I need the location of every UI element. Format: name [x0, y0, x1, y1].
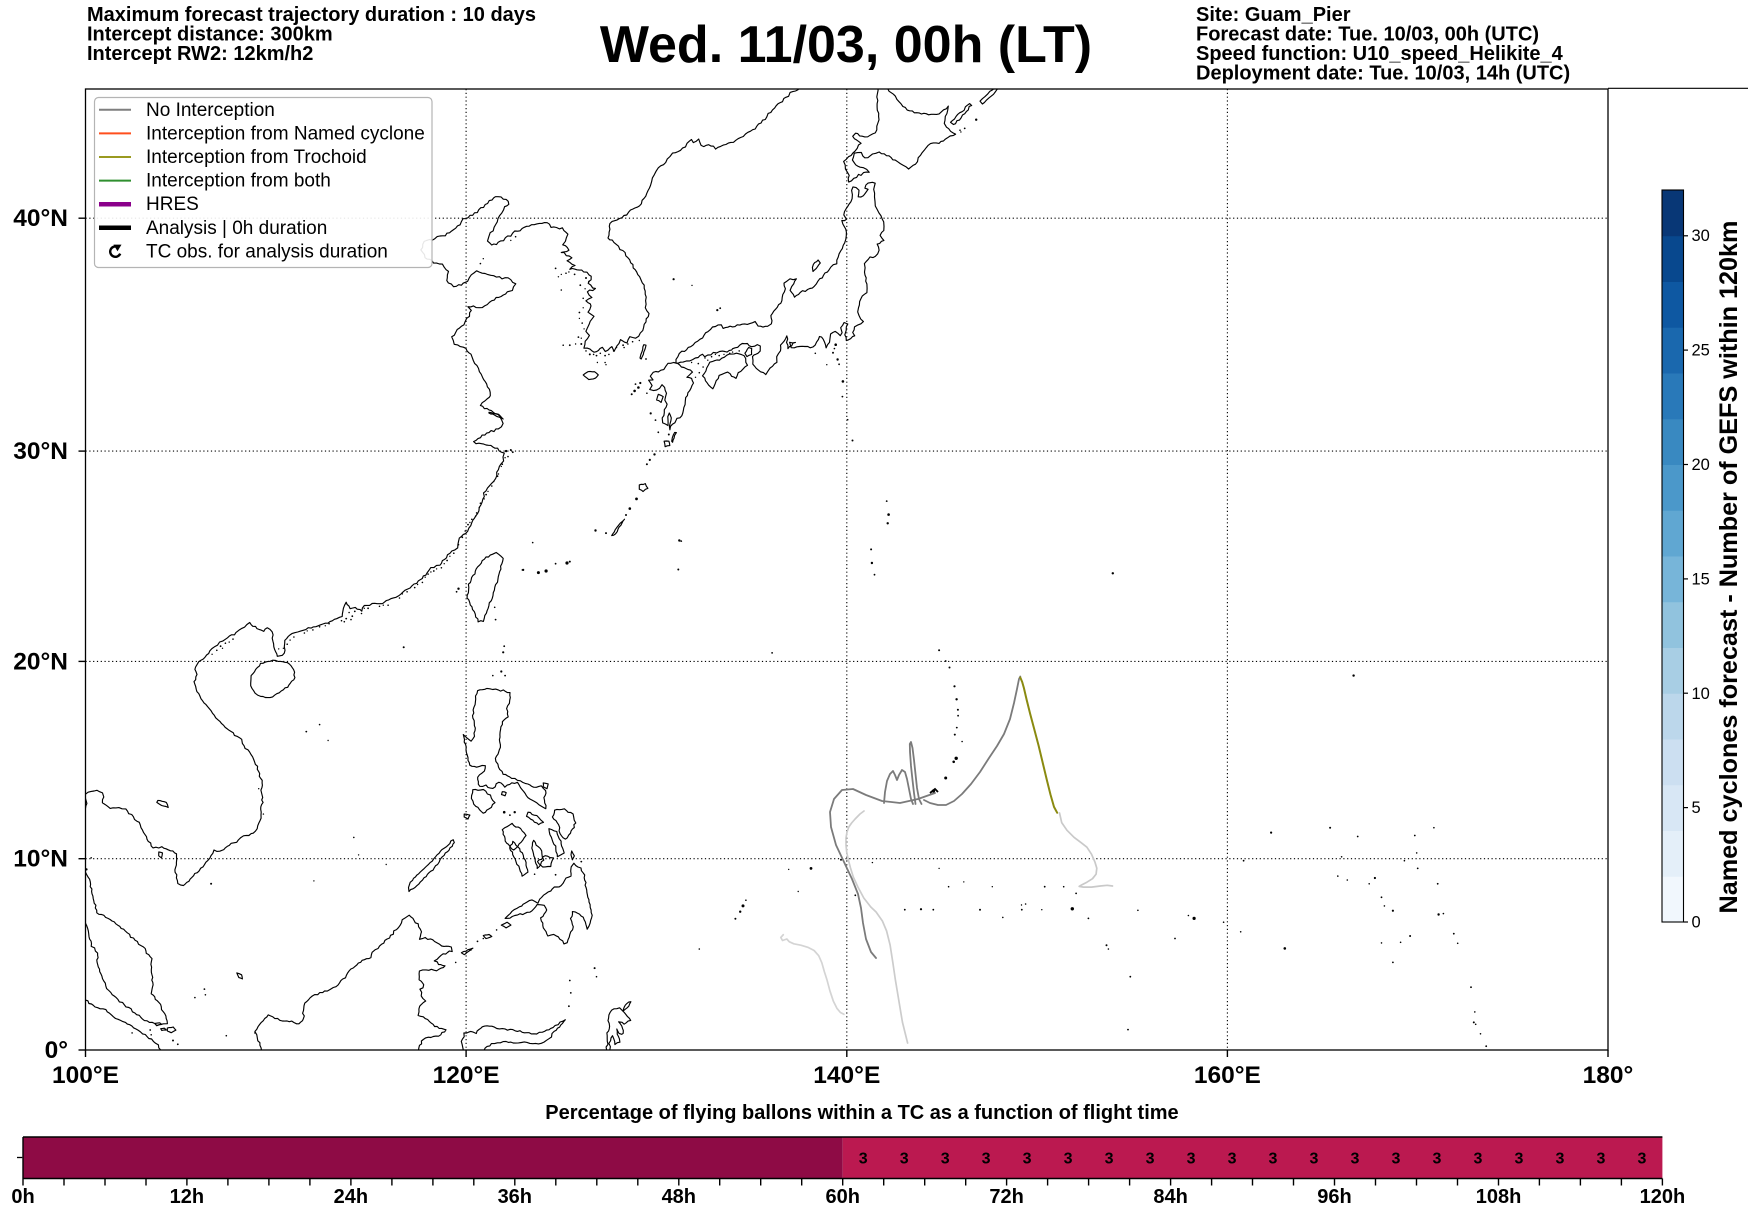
svg-text:3: 3 — [1351, 1151, 1360, 1168]
svg-text:Site: Guam_Pier: Site: Guam_Pier — [1196, 4, 1351, 26]
svg-text:3: 3 — [982, 1151, 991, 1168]
svg-text:Deployment date: Tue. 10/03, 1: Deployment date: Tue. 10/03, 14h (UTC) — [1196, 63, 1570, 85]
svg-text:72h: 72h — [989, 1186, 1023, 1208]
svg-text:30: 30 — [1692, 227, 1710, 245]
svg-text:Analysis | 0h duration: Analysis | 0h duration — [146, 218, 327, 239]
svg-text:3: 3 — [859, 1151, 868, 1168]
svg-text:Intercept distance: 300km: Intercept distance: 300km — [87, 24, 333, 46]
svg-text:3: 3 — [1555, 1151, 1564, 1168]
svg-text:120h: 120h — [1640, 1186, 1686, 1208]
svg-text:3: 3 — [1637, 1151, 1646, 1168]
svg-text:48h: 48h — [662, 1186, 696, 1208]
svg-text:3: 3 — [1310, 1151, 1319, 1168]
svg-text:20: 20 — [1692, 456, 1710, 474]
svg-text:12h: 12h — [170, 1186, 204, 1208]
svg-text:3: 3 — [1474, 1151, 1483, 1168]
svg-text:84h: 84h — [1153, 1186, 1187, 1208]
svg-text:3: 3 — [1023, 1151, 1032, 1168]
svg-text:3: 3 — [1105, 1151, 1114, 1168]
svg-text:3: 3 — [1187, 1151, 1196, 1168]
svg-text:Interception from Trochoid: Interception from Trochoid — [146, 147, 367, 168]
svg-text:3: 3 — [1269, 1151, 1278, 1168]
svg-text:15: 15 — [1692, 570, 1710, 588]
svg-text:Maximum forecast trajectory du: Maximum forecast trajectory duration : 1… — [87, 4, 536, 26]
svg-text:100°E: 100°E — [52, 1062, 119, 1089]
svg-text:Interception from Named cyclon: Interception from Named cyclone — [146, 123, 425, 144]
svg-text:No Interception: No Interception — [146, 100, 275, 121]
svg-text:60h: 60h — [825, 1186, 859, 1208]
svg-text:TC obs. for analysis duration: TC obs. for analysis duration — [146, 241, 388, 262]
svg-text:120°E: 120°E — [433, 1062, 500, 1089]
svg-text:Forecast date: Tue. 10/03, 00h: Forecast date: Tue. 10/03, 00h (UTC) — [1196, 24, 1539, 46]
svg-text:24h: 24h — [334, 1186, 368, 1208]
svg-text:3: 3 — [1146, 1151, 1155, 1168]
svg-text:160°E: 160°E — [1194, 1062, 1261, 1089]
svg-text:0h: 0h — [11, 1186, 34, 1208]
svg-text:10°N: 10°N — [13, 846, 68, 873]
svg-text:3: 3 — [1392, 1151, 1401, 1168]
svg-text:Named cyclones forecast - Numb: Named cyclones forecast - Number of GEFS… — [1715, 221, 1743, 914]
svg-text:3: 3 — [1596, 1151, 1605, 1168]
svg-text:3: 3 — [1515, 1151, 1524, 1168]
svg-text:108h: 108h — [1476, 1186, 1522, 1208]
svg-text:3: 3 — [941, 1151, 950, 1168]
svg-text:30°N: 30°N — [13, 438, 68, 465]
svg-text:10: 10 — [1692, 685, 1710, 703]
svg-text:Percentage of flying ballons w: Percentage of flying ballons within a TC… — [545, 1102, 1178, 1124]
svg-text:140°E: 140°E — [813, 1062, 880, 1089]
svg-text:3: 3 — [900, 1151, 909, 1168]
svg-text:20°N: 20°N — [13, 648, 68, 675]
svg-text:3: 3 — [1064, 1151, 1073, 1168]
svg-text:5: 5 — [1692, 799, 1701, 817]
svg-text:Intercept RW2: 12km/h2: Intercept RW2: 12km/h2 — [87, 43, 313, 65]
svg-text:40°N: 40°N — [13, 205, 68, 232]
svg-text:Speed function: U10_speed_Heli: Speed function: U10_speed_Helikite_4 — [1196, 43, 1564, 65]
svg-text:3: 3 — [1433, 1151, 1442, 1168]
svg-text:96h: 96h — [1317, 1186, 1351, 1208]
svg-text:0°: 0° — [45, 1037, 68, 1064]
svg-text:3: 3 — [1228, 1151, 1237, 1168]
svg-text:HRES: HRES — [146, 194, 199, 215]
svg-text:Wed. 11/03, 00h (LT): Wed. 11/03, 00h (LT) — [600, 16, 1092, 74]
svg-text:180°: 180° — [1583, 1062, 1634, 1089]
svg-text:36h: 36h — [498, 1186, 532, 1208]
svg-text:25: 25 — [1692, 342, 1710, 360]
svg-text:0: 0 — [1692, 914, 1701, 932]
svg-text:Interception from both: Interception from both — [146, 171, 331, 192]
